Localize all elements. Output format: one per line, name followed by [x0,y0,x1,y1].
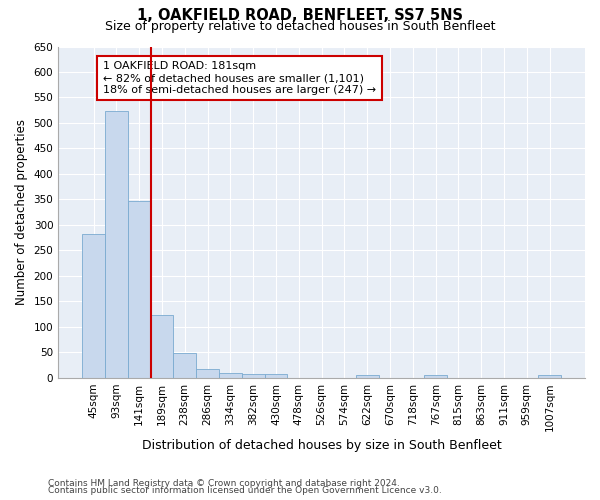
Bar [242,374,265,378]
Bar [538,376,561,378]
Text: 1, OAKFIELD ROAD, BENFLEET, SS7 5NS: 1, OAKFIELD ROAD, BENFLEET, SS7 5NS [137,8,463,22]
Bar [219,372,242,378]
Bar [424,376,447,378]
Bar [82,234,105,378]
Y-axis label: Number of detached properties: Number of detached properties [15,119,28,305]
Bar [196,368,219,378]
Text: Contains public sector information licensed under the Open Government Licence v3: Contains public sector information licen… [48,486,442,495]
X-axis label: Distribution of detached houses by size in South Benfleet: Distribution of detached houses by size … [142,440,502,452]
Bar [151,314,173,378]
Bar [265,374,287,378]
Text: Contains HM Land Registry data © Crown copyright and database right 2024.: Contains HM Land Registry data © Crown c… [48,478,400,488]
Bar [128,201,151,378]
Text: 1 OAKFIELD ROAD: 181sqm
← 82% of detached houses are smaller (1,101)
18% of semi: 1 OAKFIELD ROAD: 181sqm ← 82% of detache… [103,62,376,94]
Bar [356,376,379,378]
Bar [105,111,128,378]
Text: Size of property relative to detached houses in South Benfleet: Size of property relative to detached ho… [105,20,495,33]
Bar [173,354,196,378]
